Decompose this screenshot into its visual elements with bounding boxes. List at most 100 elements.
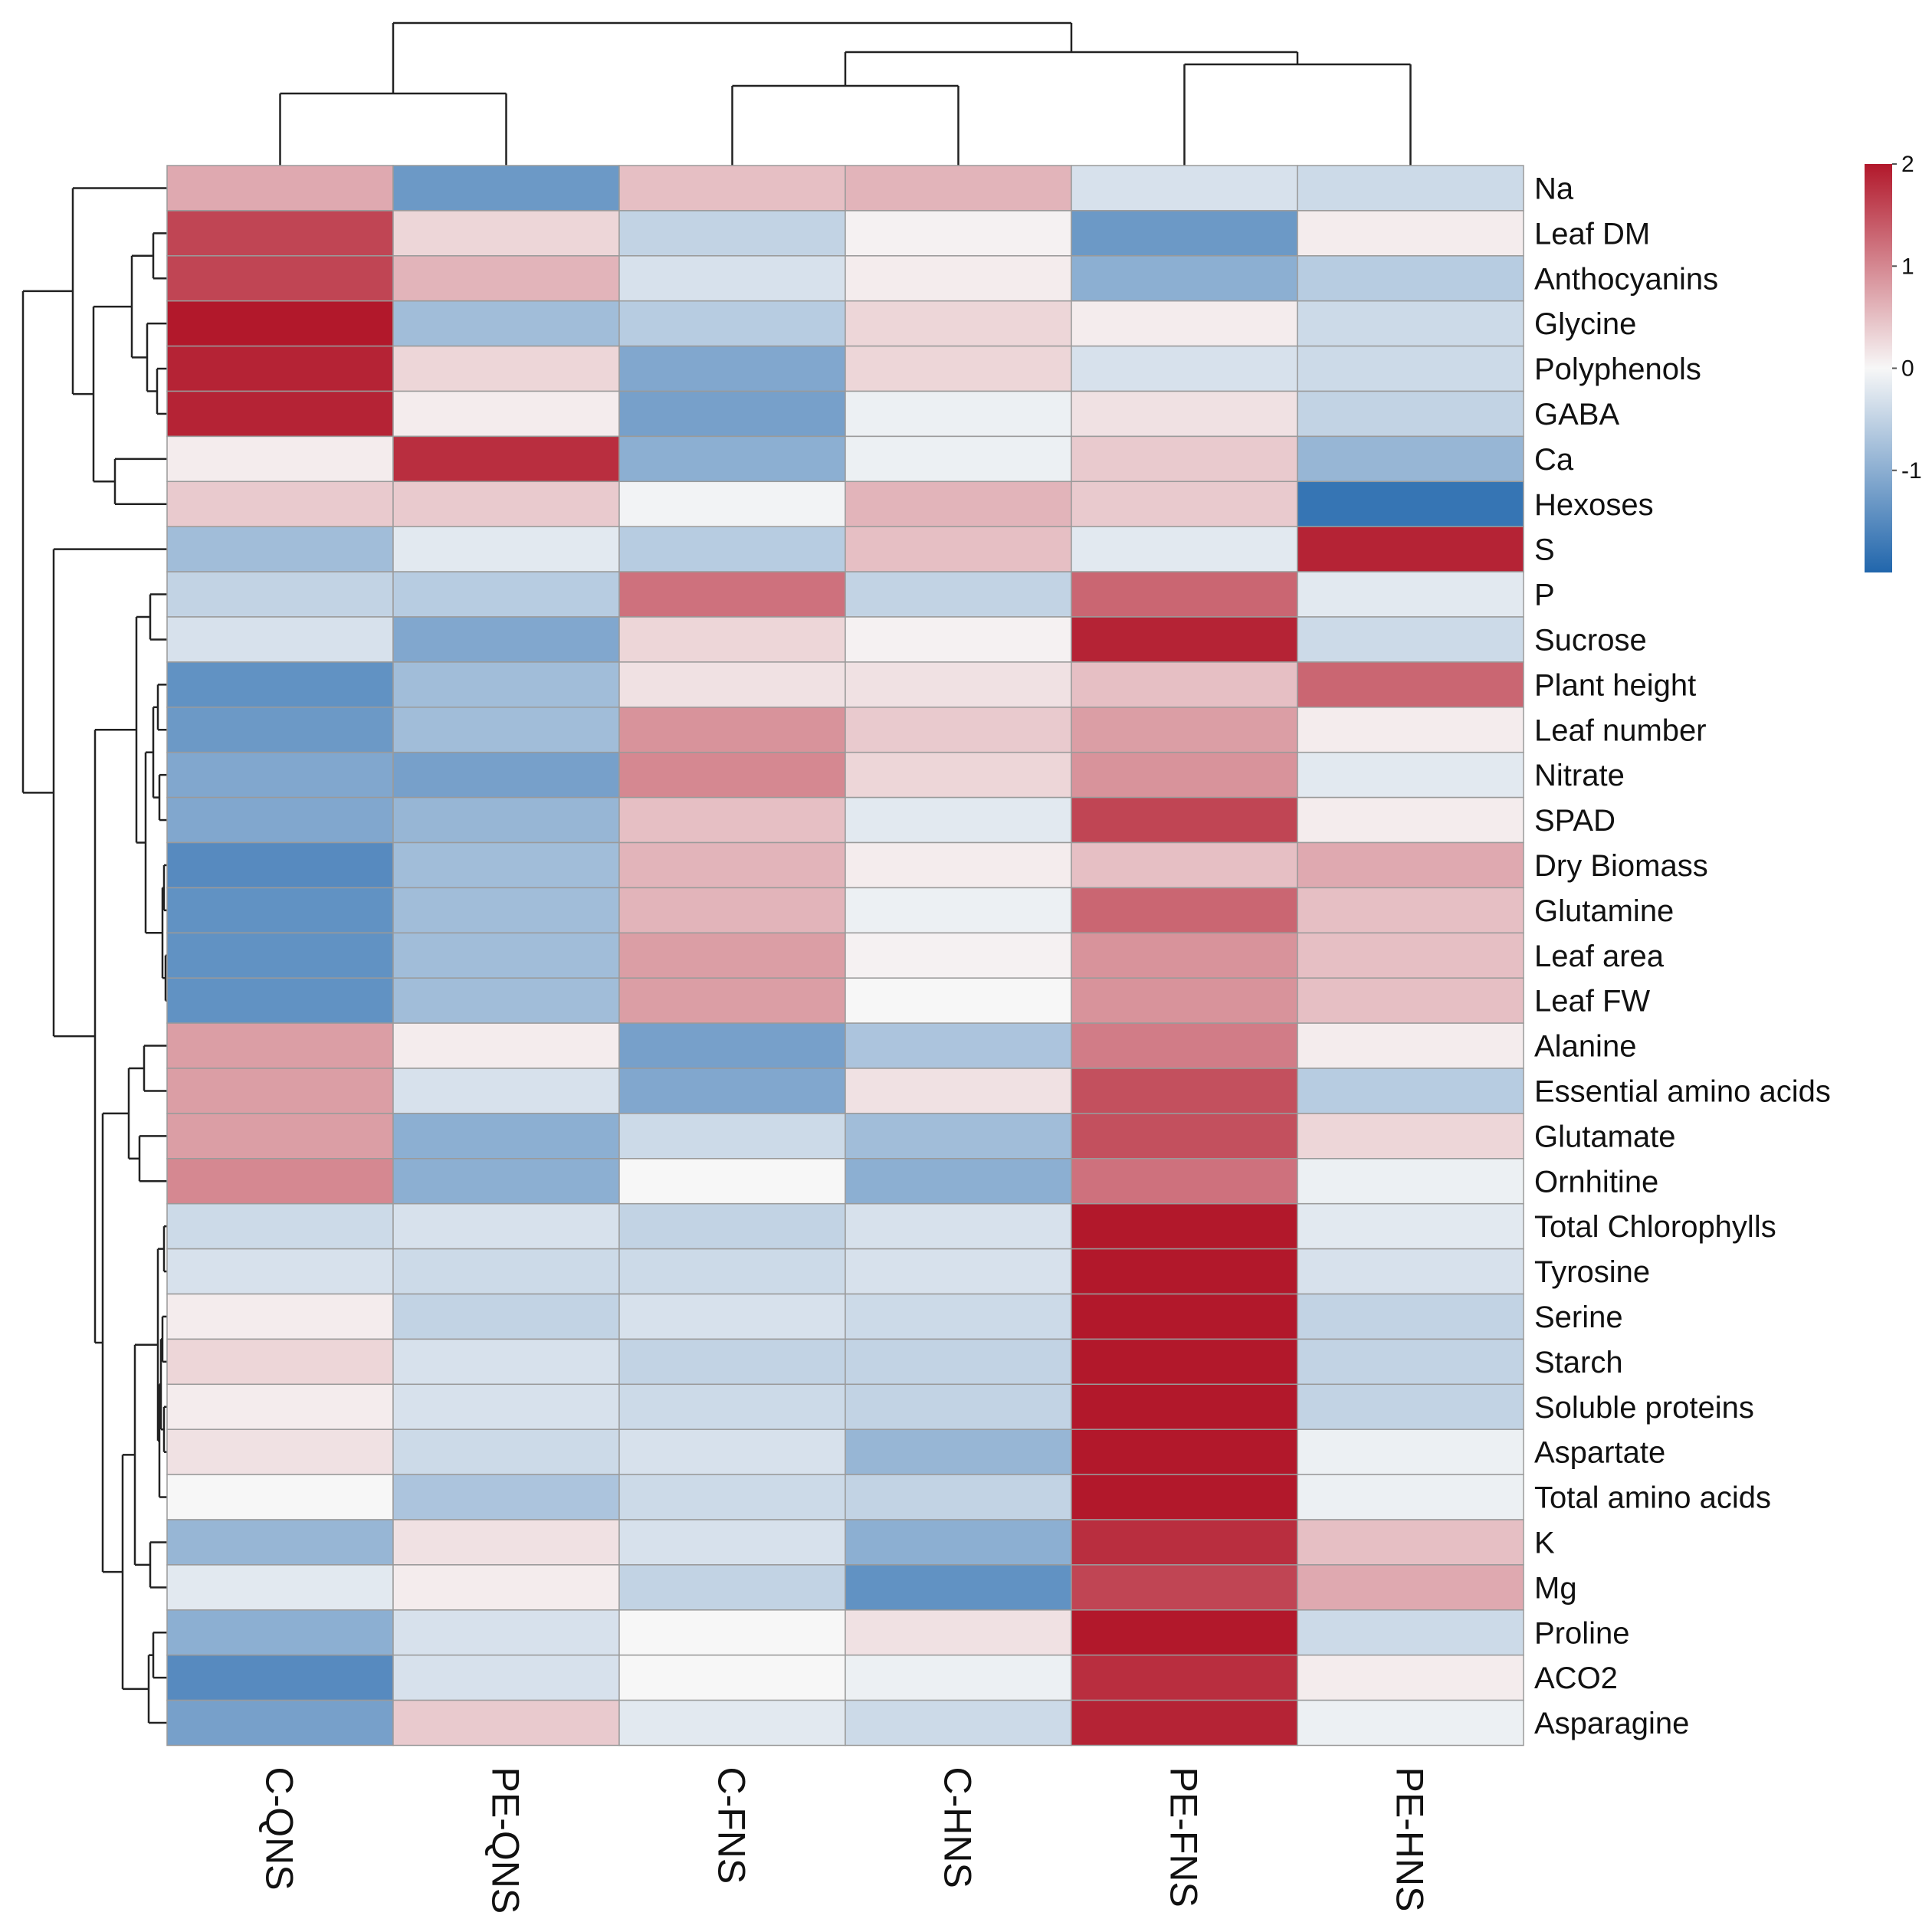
row-label: P — [1534, 579, 1555, 612]
heatmap-cell — [845, 1699, 1072, 1747]
heatmap-cell — [392, 887, 620, 934]
heatmap-cell — [845, 841, 1072, 889]
heatmap-cell — [392, 1564, 620, 1611]
heatmap-cell — [1071, 1338, 1298, 1386]
heatmap-cell — [845, 1248, 1072, 1295]
heatmap-cell — [1071, 1293, 1298, 1340]
heatmap-cell — [1297, 165, 1524, 212]
heatmap-cell — [1071, 165, 1298, 212]
heatmap-cell — [166, 707, 394, 753]
heatmap-cell — [618, 1474, 846, 1520]
heatmap-cell — [392, 390, 620, 438]
row-label: Tyrosine — [1534, 1255, 1650, 1289]
heatmap-cell — [845, 1113, 1072, 1160]
heatmap-cell — [1297, 1654, 1524, 1701]
row-label: Na — [1534, 172, 1574, 205]
heatmap-cell — [1297, 526, 1524, 572]
column-labels: C-QNS PE-QNS C-FNS C-HNS PE-FNS PE-HNS — [258, 1767, 1432, 1914]
heatmap-cell — [166, 210, 394, 257]
heatmap-cell — [1297, 345, 1524, 392]
heatmap-cell — [1297, 210, 1524, 257]
column-dendrogram — [279, 21, 1412, 166]
heatmap-cell — [618, 165, 846, 212]
heatmap-cell — [1071, 1158, 1298, 1205]
heatmap-cell — [166, 1699, 394, 1747]
heatmap-cell — [845, 977, 1072, 1024]
heatmap-cell — [845, 1609, 1072, 1656]
row-label: Mg — [1534, 1571, 1577, 1605]
heatmap-cell — [166, 1654, 394, 1701]
heatmap-cell — [166, 526, 394, 572]
heatmap-cell — [845, 1564, 1072, 1611]
heatmap-cell — [845, 390, 1072, 438]
row-label: Total amino acids — [1534, 1481, 1771, 1515]
heatmap-cell — [618, 1428, 846, 1475]
heatmap-cell — [392, 481, 620, 527]
heatmap-cell — [166, 255, 394, 302]
row-label: Glutamate — [1534, 1120, 1676, 1153]
heatmap-cell — [392, 1068, 620, 1114]
heatmap-cell — [1297, 1609, 1524, 1656]
heatmap-cell — [1071, 435, 1298, 483]
heatmap-cell — [392, 1519, 620, 1566]
heatmap-cell — [618, 526, 846, 572]
heatmap-cell — [392, 1474, 620, 1520]
heatmap-cell — [166, 661, 394, 708]
heatmap-cell — [1297, 661, 1524, 708]
heatmap-cell — [166, 1474, 394, 1520]
heatmap-cell — [392, 841, 620, 889]
row-label: SPAD — [1534, 804, 1615, 838]
heatmap-cell — [392, 300, 620, 347]
heatmap-cell — [392, 255, 620, 302]
heatmap-cell — [1297, 571, 1524, 618]
heatmap-cell — [618, 1383, 846, 1430]
heatmap-cell — [618, 481, 846, 527]
row-label: Leaf number — [1534, 713, 1707, 747]
heatmap-cell — [1071, 390, 1298, 438]
heatmap-cell — [1071, 1699, 1298, 1747]
heatmap-cell — [1297, 887, 1524, 934]
row-label: Hexoses — [1534, 488, 1654, 522]
color-legend: 2 1 0 -1 — [1865, 152, 1922, 572]
heatmap-cell — [166, 1609, 394, 1656]
heatmap-cell — [845, 1383, 1072, 1430]
heatmap-cell — [1071, 345, 1298, 392]
heatmap-cell — [618, 1293, 846, 1340]
row-label: Proline — [1534, 1616, 1630, 1650]
heatmap-cell — [618, 571, 846, 618]
heatmap-cell — [845, 1338, 1072, 1386]
heatmap-cell — [166, 1338, 394, 1386]
heatmap-cell — [1071, 887, 1298, 934]
heatmap-cell — [1297, 255, 1524, 302]
heatmap-cell — [618, 435, 846, 483]
heatmap-cell — [1297, 616, 1524, 663]
heatmap-cell — [392, 210, 620, 257]
row-label: Alanine — [1534, 1030, 1636, 1064]
heatmap-cell — [392, 977, 620, 1024]
column-label: C-QNS — [258, 1767, 301, 1891]
heatmap-cell — [845, 751, 1072, 799]
heatmap-cell — [845, 1428, 1072, 1475]
heatmap-cell — [618, 300, 846, 347]
heatmap-cell — [166, 1383, 394, 1430]
heatmap-cell — [845, 1158, 1072, 1205]
heatmap-cell — [1297, 1428, 1524, 1475]
heatmap-cell — [618, 390, 846, 438]
heatmap-cell — [1071, 751, 1298, 799]
row-label: Dry Biomass — [1534, 849, 1708, 883]
heatmap-cell — [166, 1564, 394, 1611]
heatmap-cell — [845, 1474, 1072, 1520]
heatmap-cell — [1297, 1113, 1524, 1160]
heatmap-cell — [166, 1022, 394, 1069]
heatmap-cell — [845, 932, 1072, 979]
heatmap-cell — [1071, 977, 1298, 1024]
heatmap-cell — [845, 1022, 1072, 1069]
legend-tick-label: -1 — [1901, 458, 1922, 484]
row-label: ACO2 — [1534, 1661, 1618, 1695]
heatmap-cell — [618, 1519, 846, 1566]
row-label: Total Chlorophylls — [1534, 1210, 1776, 1244]
row-dendrogram — [21, 187, 167, 1724]
heatmap-cells — [166, 165, 1524, 1747]
heatmap-cell — [1297, 1519, 1524, 1566]
row-label: Polyphenols — [1534, 353, 1701, 386]
